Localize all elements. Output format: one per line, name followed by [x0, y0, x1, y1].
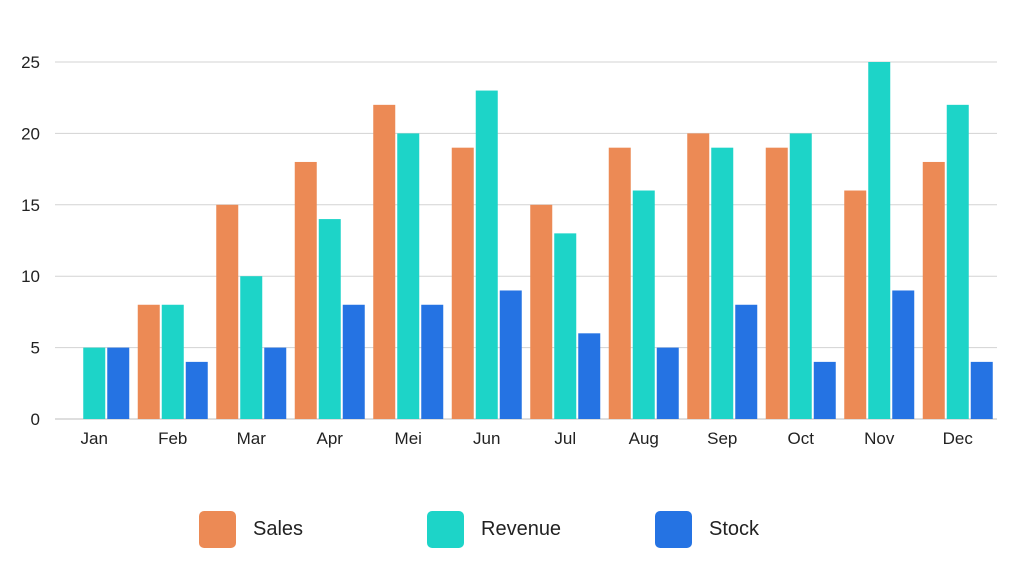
x-tick-label: Apr: [317, 429, 344, 448]
bar-revenue-dec[interactable]: [946, 104, 969, 419]
bar-stock-feb[interactable]: [185, 361, 208, 419]
x-tick-label: Sep: [707, 429, 737, 448]
legend-swatch-stock: [655, 510, 692, 548]
x-tick-label: Oct: [788, 429, 815, 448]
x-tick-label: Jun: [473, 429, 500, 448]
x-tick-label: Jan: [81, 429, 108, 448]
bar-sales-aug[interactable]: [608, 147, 631, 419]
y-tick-label: 25: [21, 53, 40, 72]
y-axis-ticks: 0 5 10 15 20 25: [21, 53, 40, 429]
bar-stock-jul[interactable]: [578, 333, 601, 419]
x-tick-label: Jul: [554, 429, 576, 448]
bar-sales-mei[interactable]: [373, 104, 396, 419]
x-axis-ticks: Jan Feb Mar Apr Mei Jun Jul Aug Sep Oct Nov Dec: [81, 429, 974, 448]
bar-sales-apr[interactable]: [294, 161, 317, 419]
legend-label-sales: Sales: [253, 517, 304, 540]
legend-label-stock: Stock: [709, 517, 760, 540]
y-tick-label: 15: [21, 196, 40, 215]
bar-revenue-mei[interactable]: [397, 133, 420, 419]
bar-stock-mei[interactable]: [421, 304, 444, 419]
bar-revenue-apr[interactable]: [318, 219, 341, 419]
bar-sales-jul[interactable]: [530, 204, 553, 419]
bar-sales-mar[interactable]: [216, 204, 239, 419]
bar-chart: 0 5 10 15 20 25 Jan Feb Mar Apr Mei Jun Jul Aug Sep Oc…: [21, 53, 997, 448]
bar-sales-sep[interactable]: [687, 133, 710, 419]
y-tick-label: 5: [31, 339, 40, 358]
bar-revenue-aug[interactable]: [632, 190, 655, 419]
x-tick-label: Dec: [943, 429, 974, 448]
bar-sales-feb[interactable]: [137, 304, 160, 419]
y-tick-label: 20: [21, 124, 40, 143]
bar-revenue-jun[interactable]: [475, 90, 498, 419]
y-tick-label: 10: [21, 267, 40, 286]
legend-swatch-revenue: [427, 510, 464, 548]
bar-revenue-sep[interactable]: [711, 147, 734, 419]
bar-revenue-jul[interactable]: [554, 233, 577, 419]
bar-sales-nov[interactable]: [844, 190, 867, 419]
legend-item-revenue[interactable]: Revenue: [427, 510, 561, 548]
x-tick-label: Nov: [864, 429, 895, 448]
bar-stock-dec[interactable]: [970, 361, 993, 419]
x-tick-label: Mar: [237, 429, 267, 448]
bar-revenue-oct[interactable]: [789, 133, 812, 419]
bar-stock-mar[interactable]: [264, 347, 287, 419]
bar-stock-nov[interactable]: [892, 290, 915, 419]
bar-revenue-mar[interactable]: [240, 276, 263, 419]
y-tick-label: 0: [31, 410, 40, 429]
bar-stock-jan[interactable]: [107, 347, 130, 419]
x-tick-label: Aug: [629, 429, 659, 448]
bar-stock-sep[interactable]: [735, 304, 758, 419]
bar-stock-jun[interactable]: [499, 290, 522, 419]
bar-stock-apr[interactable]: [342, 304, 365, 419]
legend-swatch-sales: [199, 510, 236, 548]
bar-revenue-jan[interactable]: [83, 347, 106, 419]
legend-item-stock[interactable]: Stock: [655, 510, 759, 548]
bar-stock-oct[interactable]: [813, 361, 836, 419]
bar-sales-dec[interactable]: [922, 161, 945, 419]
gridlines: [55, 61, 997, 420]
bar-revenue-feb[interactable]: [161, 304, 184, 419]
bar-revenue-nov[interactable]: [868, 62, 891, 419]
legend-label-revenue: Revenue: [481, 517, 562, 540]
x-tick-label: Feb: [158, 429, 187, 448]
bar-sales-oct[interactable]: [765, 147, 788, 419]
bar-sales-jun[interactable]: [451, 147, 474, 419]
legend: Sales Revenue Stock: [0, 510, 1024, 550]
legend-item-sales[interactable]: Sales: [199, 510, 303, 548]
x-tick-label: Mei: [395, 429, 422, 448]
bar-stock-aug[interactable]: [656, 347, 679, 419]
bars: [83, 62, 993, 419]
